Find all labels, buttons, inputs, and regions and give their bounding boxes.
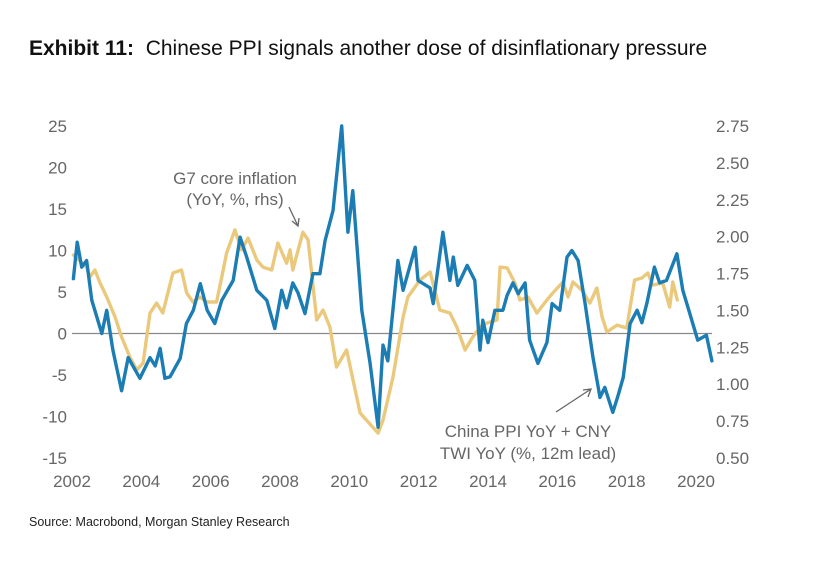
y2-tick-label: 2.00 bbox=[716, 228, 749, 247]
y-tick-label: 10 bbox=[48, 242, 67, 261]
y2-tick-label: 0.75 bbox=[716, 412, 749, 431]
y-tick-label: -15 bbox=[42, 449, 67, 468]
y2-tick-label: 1.50 bbox=[716, 301, 749, 320]
y-tick-label: -10 bbox=[42, 408, 67, 427]
y2-tick-label: 2.75 bbox=[716, 117, 749, 136]
y-tick-label: 20 bbox=[48, 159, 67, 178]
x-tick-label: 2020 bbox=[677, 472, 715, 491]
exhibit-label: Exhibit 11: bbox=[29, 37, 135, 60]
y-tick-label: 15 bbox=[48, 200, 67, 219]
y-tick-label: 5 bbox=[58, 283, 67, 302]
china-ppi-series-line bbox=[71, 124, 714, 429]
x-tick-label: 2008 bbox=[261, 472, 299, 491]
source-note: Source: Macrobond, Morgan Stanley Resear… bbox=[29, 515, 290, 529]
china-annotation-line2: TWI YoY (%, 12m lead) bbox=[440, 444, 616, 463]
x-tick-label: 2016 bbox=[538, 472, 576, 491]
y2-tick-label: 1.00 bbox=[716, 375, 749, 394]
y2-tick-label: 1.25 bbox=[716, 338, 749, 357]
x-tick-label: 2014 bbox=[469, 472, 507, 491]
y2-tick-label: 0.50 bbox=[716, 449, 749, 468]
g7-annotation-line1: G7 core inflation bbox=[173, 169, 297, 188]
chart-title: Exhibit 11: Chinese PPI signals another … bbox=[29, 34, 749, 63]
g7-arrow-icon bbox=[288, 206, 300, 228]
x-tick-label: 2010 bbox=[330, 472, 368, 491]
x-tick-label: 2012 bbox=[400, 472, 438, 491]
china-arrow-icon bbox=[555, 388, 592, 413]
y-tick-label: 0 bbox=[58, 325, 67, 344]
china-annotation-line1: China PPI YoY + CNY bbox=[445, 422, 612, 441]
y2-tick-label: 1.75 bbox=[716, 265, 749, 284]
x-tick-label: 2018 bbox=[608, 472, 646, 491]
x-tick-label: 2006 bbox=[192, 472, 230, 491]
y-tick-label: 25 bbox=[48, 117, 67, 136]
x-tick-label: 2002 bbox=[53, 472, 91, 491]
y2-tick-label: 2.50 bbox=[716, 154, 749, 173]
title-text: Chinese PPI signals another dose of disi… bbox=[145, 37, 708, 60]
y-tick-label: -5 bbox=[52, 366, 67, 385]
y2-tick-label: 2.25 bbox=[716, 191, 749, 210]
g7-annotation-line2: (YoY, %, rhs) bbox=[186, 190, 283, 209]
x-tick-label: 2004 bbox=[122, 472, 160, 491]
